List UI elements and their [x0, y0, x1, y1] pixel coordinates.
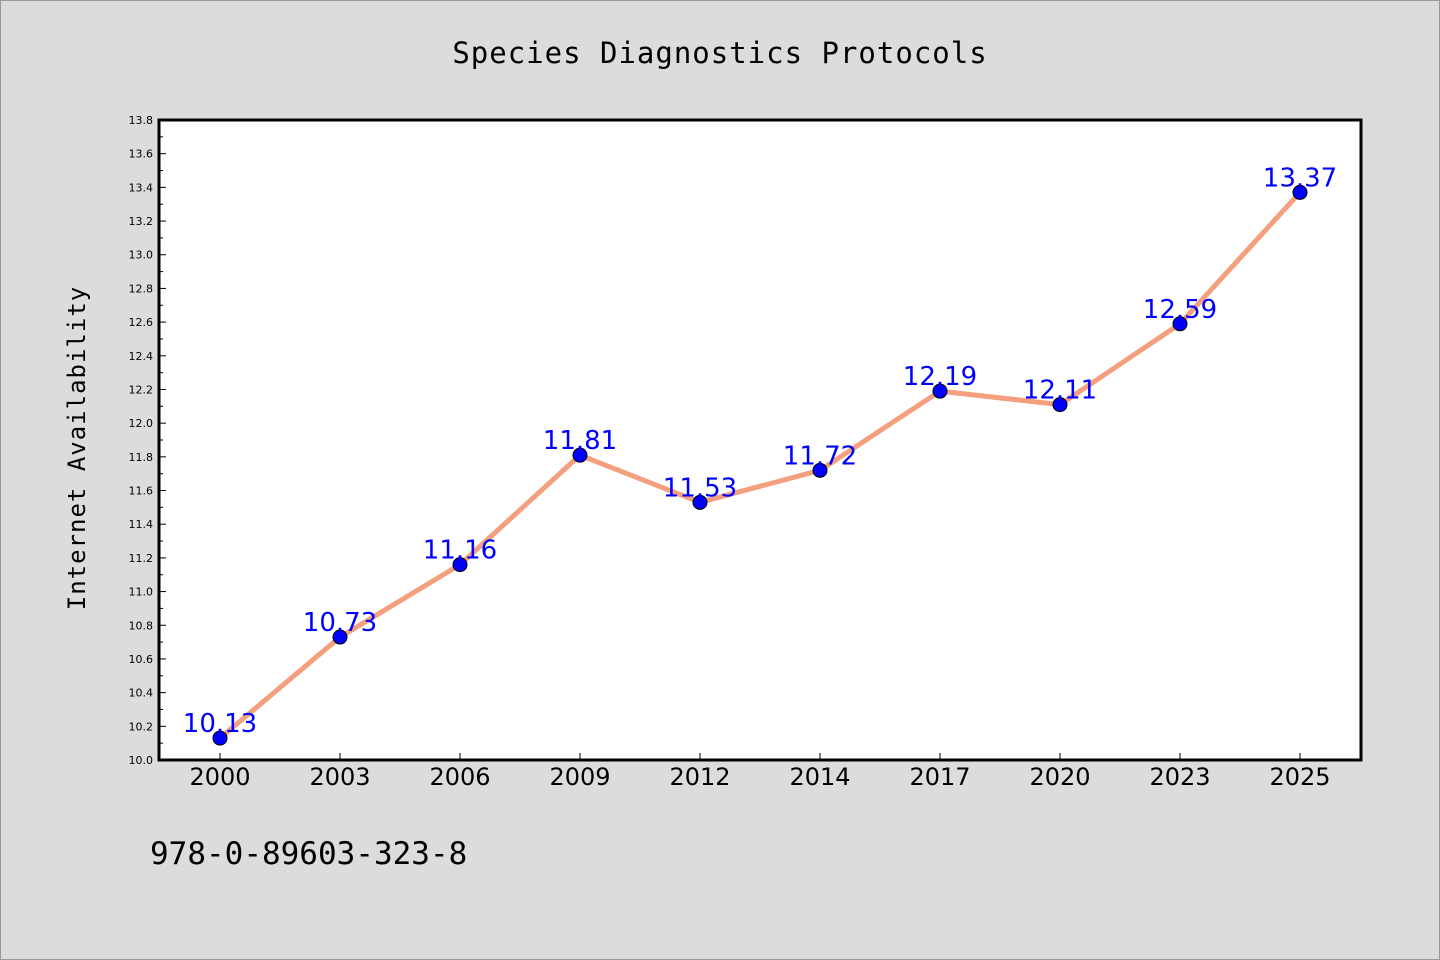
x-tick-label: 2025	[1269, 763, 1330, 791]
y-tick-label: 12.6	[129, 316, 154, 329]
y-tick-label: 13.4	[129, 181, 154, 194]
data-label: 10.73	[303, 608, 377, 638]
y-tick-label: 10.4	[129, 687, 154, 700]
data-label: 11.72	[783, 441, 857, 471]
y-tick-label: 11.6	[129, 485, 154, 498]
x-tick-label: 2009	[549, 763, 610, 791]
chart-title: Species Diagnostics Protocols	[452, 36, 987, 70]
data-label: 11.53	[663, 473, 737, 503]
x-tick-label: 2020	[1029, 763, 1090, 791]
data-label: 11.16	[423, 536, 497, 566]
x-tick-label: 2000	[189, 763, 250, 791]
y-tick-label: 10.8	[129, 619, 154, 632]
data-point	[212, 730, 228, 746]
data-point	[692, 494, 708, 510]
y-tick-label: 12.4	[129, 350, 154, 363]
x-tick-label: 2006	[429, 763, 490, 791]
series-line-group	[217, 189, 1303, 741]
data-label: 12.11	[1023, 376, 1097, 406]
data-point	[1052, 397, 1068, 413]
data-point	[572, 447, 588, 463]
data-label: 12.19	[903, 362, 977, 392]
data-points	[212, 184, 1308, 746]
plot-area	[157, 118, 1363, 762]
y-axis-ticks: 10.0 10.2 10.4 10.6 10.8 11.0 11.2 11.4 11.6 11.8…	[129, 114, 166, 767]
data-labels: 10.13 10.73 11.16 11.81 11.53 11.72 12.19 12.11…	[183, 163, 1337, 739]
y-tick-label: 11.0	[129, 586, 154, 599]
x-tick-label: 2017	[909, 763, 970, 791]
data-point	[452, 557, 468, 573]
y-tick-label: 11.2	[129, 552, 154, 565]
isbn-annotation: 978-0-89603-323-8	[150, 836, 467, 872]
y-tick-label: 13.6	[129, 148, 154, 161]
y-tick-label: 10.0	[129, 754, 154, 767]
data-point	[1292, 184, 1308, 200]
data-point	[812, 462, 828, 478]
data-point	[1172, 316, 1188, 332]
y-tick-label: 13.0	[129, 249, 154, 262]
y-axis-label: Internet Availability	[63, 286, 91, 610]
data-label: 10.13	[183, 709, 257, 739]
series-line	[217, 189, 1303, 741]
data-point	[332, 629, 348, 645]
y-tick-label: 12.0	[129, 417, 154, 430]
y-tick-label: 12.8	[129, 282, 154, 295]
y-tick-label: 11.8	[129, 451, 154, 464]
x-tick-label: 2003	[309, 763, 370, 791]
x-axis-ticks: 2000 2003 2006 2009 2012 2014 2017 2020 2023 2025	[189, 753, 1331, 791]
y-tick-label: 11.4	[129, 518, 154, 531]
y-tick-label: 10.6	[129, 653, 154, 666]
y-tick-label: 13.8	[129, 114, 154, 127]
x-tick-label: 2012	[669, 763, 730, 791]
y-tick-label: 10.2	[129, 720, 154, 733]
x-tick-label: 2023	[1149, 763, 1210, 791]
data-label: 13.37	[1263, 163, 1337, 193]
data-point	[932, 383, 948, 399]
data-label: 12.59	[1143, 295, 1217, 325]
x-tick-label: 2014	[789, 763, 850, 791]
data-label: 11.81	[543, 426, 617, 456]
y-tick-label: 12.2	[129, 383, 154, 396]
y-tick-label: 13.2	[129, 215, 154, 228]
